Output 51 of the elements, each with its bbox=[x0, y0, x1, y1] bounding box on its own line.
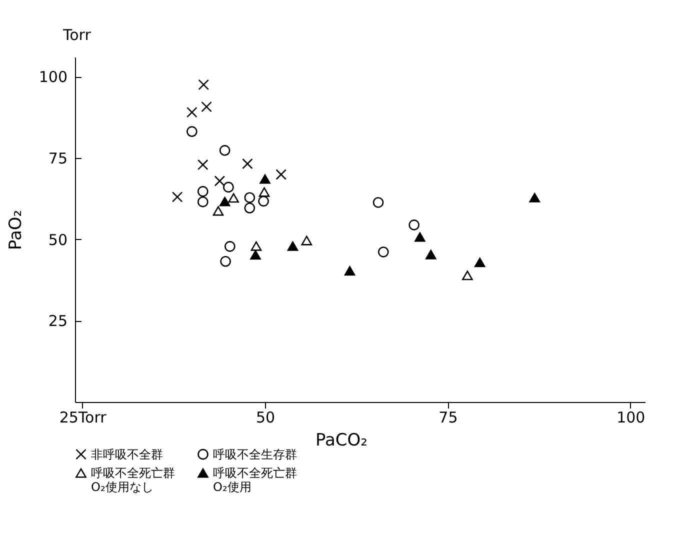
x-axis-title: PaCO₂ bbox=[316, 430, 368, 450]
point bbox=[260, 174, 270, 184]
point bbox=[474, 258, 486, 268]
y-tick-label: 75 bbox=[48, 149, 68, 168]
text: Torr bbox=[62, 26, 92, 44]
point bbox=[172, 192, 183, 202]
point bbox=[529, 192, 540, 202]
y-axis-title: PaO₂ bbox=[6, 210, 26, 250]
point bbox=[244, 202, 256, 214]
point bbox=[186, 126, 198, 137]
point bbox=[462, 270, 473, 280]
point bbox=[198, 79, 210, 90]
y-tick-label: 50 bbox=[48, 230, 68, 249]
point bbox=[258, 187, 270, 197]
point bbox=[228, 193, 239, 203]
legend-label: 呼吸不全生存群 bbox=[213, 447, 297, 462]
legend-label: 呼吸不全死亡群 O₂使用なし bbox=[91, 466, 175, 494]
x-tick-label: 50 bbox=[256, 408, 276, 426]
point bbox=[186, 106, 198, 118]
point bbox=[344, 266, 356, 276]
legend-label: 呼吸不全死亡群 O₂使用 bbox=[213, 466, 297, 494]
x-tick-label: 75 bbox=[438, 408, 458, 426]
point bbox=[378, 246, 389, 258]
point bbox=[224, 241, 236, 252]
point bbox=[201, 101, 212, 112]
x-tick-label: 100 bbox=[616, 408, 646, 426]
point bbox=[242, 158, 253, 170]
point bbox=[250, 241, 262, 251]
point bbox=[212, 206, 224, 216]
y-tick-label: 25 bbox=[48, 312, 68, 330]
x-tick-label: 25Torr bbox=[59, 408, 108, 426]
point bbox=[287, 241, 298, 251]
point bbox=[408, 220, 420, 230]
point bbox=[197, 196, 208, 208]
point bbox=[250, 250, 261, 260]
legend-label: 非呼吸不全群 bbox=[91, 447, 163, 462]
point bbox=[372, 197, 384, 208]
point bbox=[197, 186, 208, 197]
point bbox=[197, 159, 208, 170]
point bbox=[220, 256, 231, 267]
point bbox=[276, 169, 286, 180]
point bbox=[301, 236, 312, 246]
point bbox=[425, 250, 436, 260]
point bbox=[258, 196, 269, 207]
point bbox=[214, 176, 226, 186]
point bbox=[219, 145, 230, 156]
point bbox=[223, 182, 234, 193]
point bbox=[414, 232, 426, 242]
y-tick-label: 100 bbox=[38, 68, 68, 86]
point bbox=[219, 196, 230, 206]
point bbox=[244, 192, 256, 203]
